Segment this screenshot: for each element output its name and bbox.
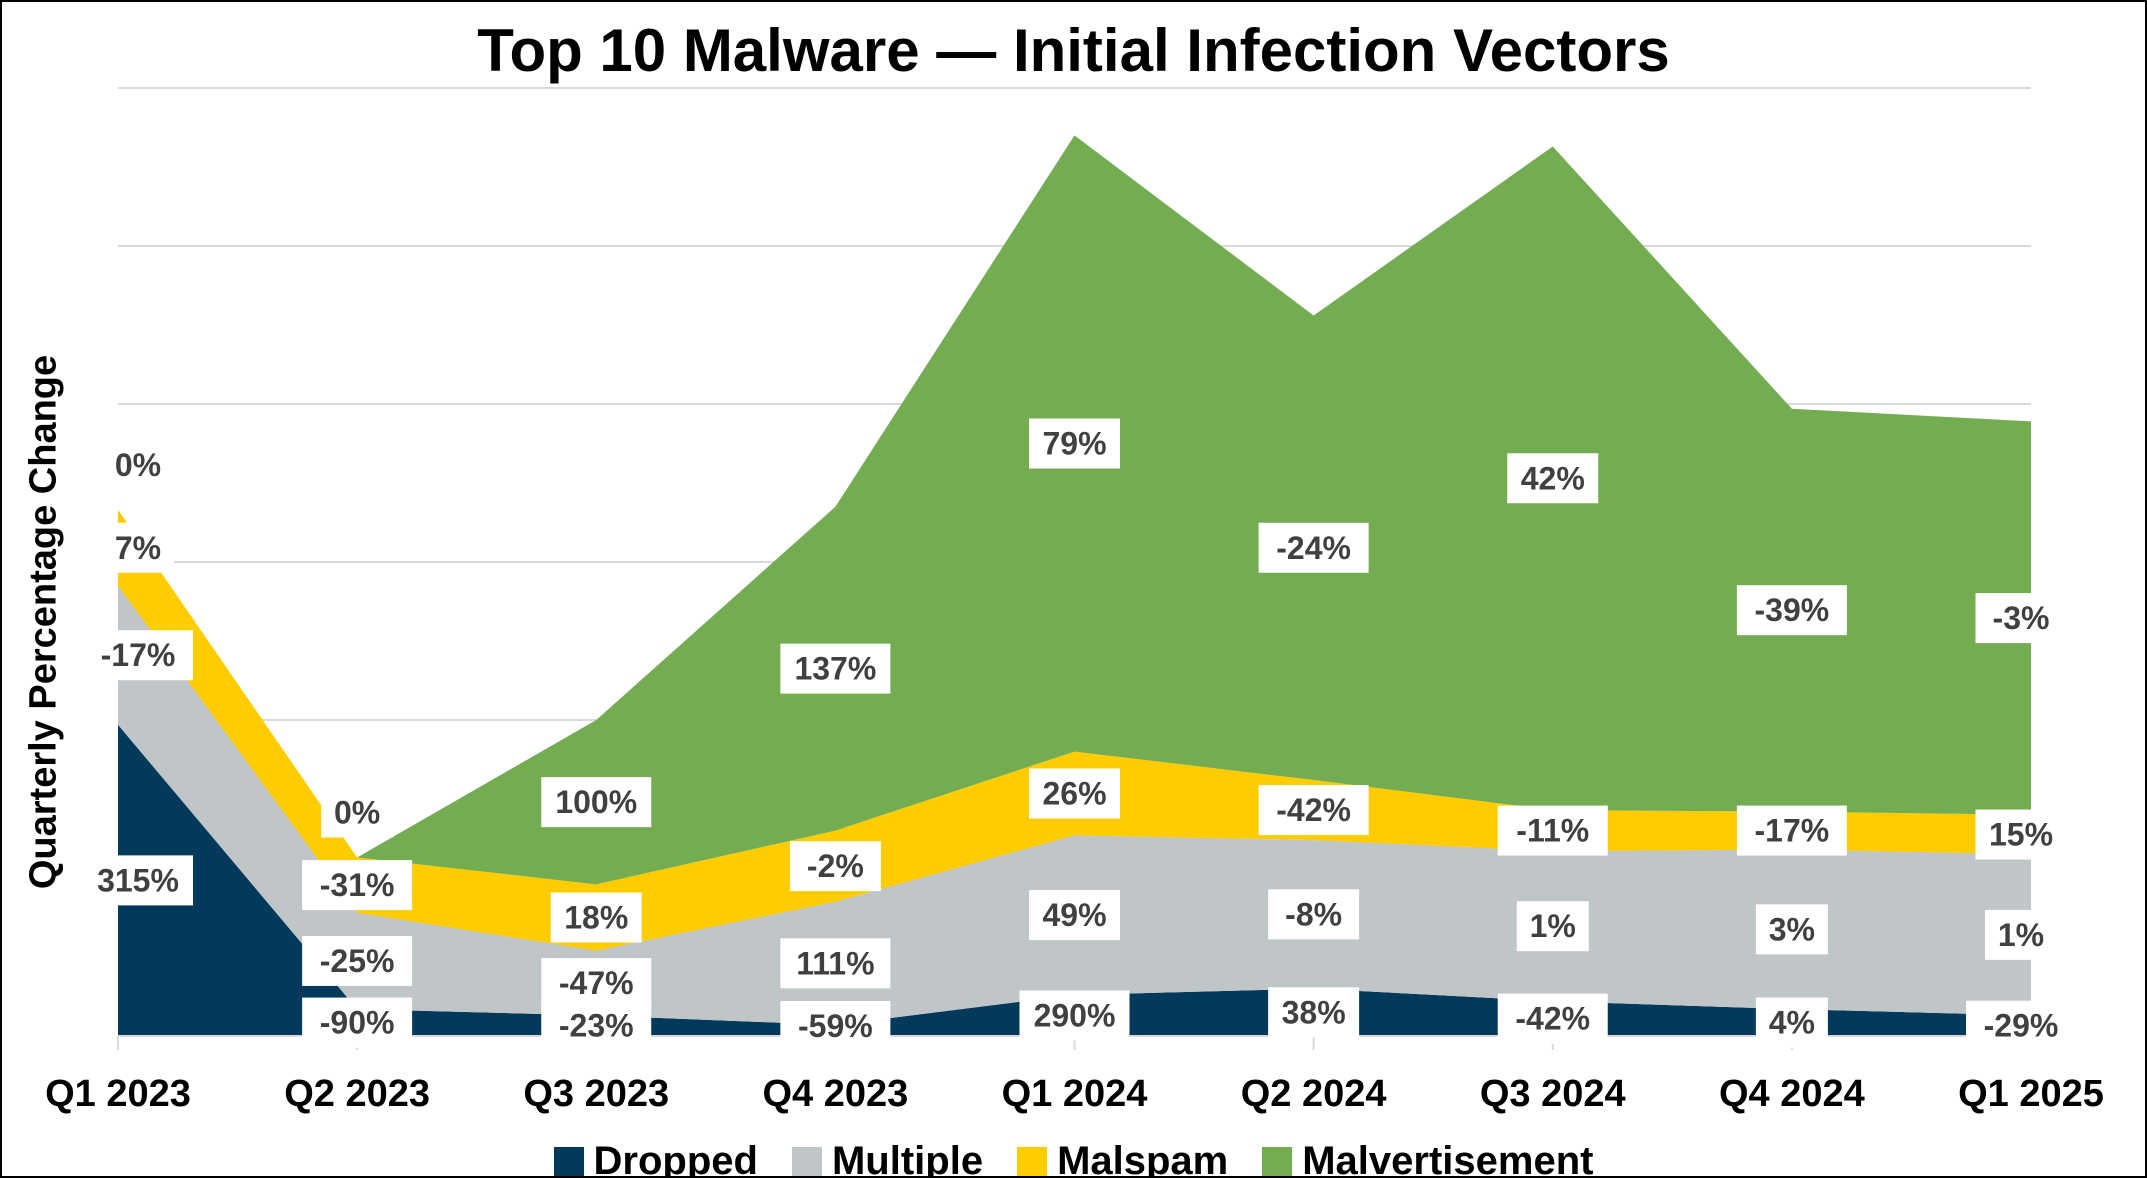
data-label-box: [102, 439, 174, 490]
data-label-malspam: 15%: [1989, 817, 2053, 853]
data-label-box: [1019, 990, 1130, 1041]
data-label-multiple: -47%: [559, 965, 634, 1001]
data-label-malspam: -31%: [320, 867, 395, 903]
data-label-multiple: 3%: [1769, 911, 1815, 947]
x-tick-label: Q1 2025: [1958, 1073, 2104, 1115]
data-label-dropped: -59%: [798, 1008, 873, 1044]
data-label-dropped: -23%: [559, 1008, 634, 1044]
data-label-box: [1736, 585, 1847, 636]
data-label-box: [1975, 809, 2067, 860]
data-label-box: [302, 997, 413, 1048]
data-label-dropped: -42%: [1515, 1001, 1590, 1037]
data-label-multiple: 1%: [1530, 908, 1576, 944]
data-label-multiple: -25%: [320, 943, 395, 979]
data-label-multiple: -8%: [1285, 896, 1342, 932]
data-label-malspam: -2%: [807, 848, 864, 884]
data-label-box: [541, 1000, 652, 1051]
data-label-box: [789, 841, 881, 892]
data-label-dropped: 290%: [1034, 997, 1116, 1033]
data-label-dropped: 38%: [1282, 994, 1346, 1030]
legend-swatch: [1017, 1146, 1048, 1176]
data-label-malvertisement: 0%: [334, 794, 380, 830]
data-label-malvertisement: 100%: [555, 784, 637, 820]
data-label-malvertisement: -39%: [1755, 592, 1830, 628]
legend-item-multiple: Multiple: [791, 1139, 984, 1178]
data-label-malvertisement: 42%: [1521, 460, 1585, 496]
legend: Dropped Multiple Malspam Malvertisement: [2, 1139, 2145, 1178]
data-label-box: [302, 860, 413, 911]
x-tick-label: Q4 2023: [762, 1073, 908, 1115]
data-label-box: [1507, 453, 1599, 504]
legend-label: Malvertisement: [1302, 1139, 1594, 1178]
legend-item-malvertisement: Malvertisement: [1262, 1139, 1594, 1178]
data-label-box: [780, 1001, 891, 1051]
legend-swatch: [553, 1146, 584, 1176]
data-label-malvertisement: 0%: [115, 447, 161, 483]
x-tick-label: Q1 2024: [1002, 1073, 1148, 1115]
legend-item-dropped: Dropped: [553, 1139, 758, 1178]
data-label-multiple: -17%: [101, 637, 176, 673]
data-label-box: [541, 777, 652, 828]
area-malvertisement: [118, 135, 2031, 885]
data-label-malspam: 26%: [1042, 775, 1106, 811]
legend-swatch: [1262, 1146, 1293, 1176]
legend-label: Malspam: [1057, 1139, 1229, 1178]
data-label-malspam: 7%: [115, 530, 161, 566]
data-label-box: [780, 938, 891, 989]
data-label-malspam: -42%: [1276, 792, 1351, 828]
data-label-box: [1029, 418, 1120, 469]
x-tick-label: Q3 2023: [523, 1073, 669, 1115]
data-label-box: [302, 935, 413, 986]
legend-label: Dropped: [593, 1139, 758, 1178]
data-label-malspam: 18%: [564, 900, 628, 936]
data-label-box: [1029, 768, 1120, 819]
data-label-box: [321, 787, 394, 838]
data-label-box: [1268, 987, 1360, 1038]
data-label-box: [1258, 785, 1369, 836]
data-label-malvertisement: -3%: [1993, 600, 2050, 636]
data-label-malvertisement: -24%: [1276, 530, 1351, 566]
data-label-box: [1268, 889, 1360, 940]
data-label-box: [1516, 901, 1589, 952]
data-label-malvertisement: 137%: [794, 651, 876, 687]
data-label-box: [1029, 890, 1120, 941]
legend-label: Multiple: [831, 1139, 984, 1178]
data-label-box: [1975, 593, 2067, 644]
data-label-malspam: -17%: [1755, 813, 1830, 849]
legend-item-malspam: Malspam: [1017, 1139, 1229, 1178]
x-tick-label: Q1 2023: [45, 1073, 191, 1115]
data-label-box: [1736, 805, 1847, 856]
x-tick-label: Q4 2024: [1719, 1073, 1865, 1115]
data-label-box: [1258, 522, 1369, 573]
x-tick-label: Q2 2024: [1241, 1073, 1387, 1115]
data-label-malspam: -11%: [1516, 813, 1589, 849]
data-label-box: [1755, 997, 1828, 1048]
data-label-box: [1966, 1000, 2076, 1051]
legend-swatch: [791, 1146, 822, 1176]
data-label-box: [1755, 904, 1828, 955]
chart-title: Top 10 Malware — Initial Infection Vecto…: [477, 17, 1670, 84]
data-label-malvertisement: 79%: [1042, 426, 1106, 462]
data-label-box: [83, 855, 193, 906]
data-label-multiple: 111%: [796, 945, 874, 981]
x-tick-label: Q2 2023: [284, 1073, 430, 1115]
data-label-box: [1985, 909, 2057, 960]
data-label-box: [102, 522, 174, 573]
x-tick-label: Q3 2024: [1480, 1073, 1626, 1115]
data-label-dropped: 4%: [1769, 1005, 1815, 1041]
data-label-box: [1497, 805, 1608, 856]
data-label-dropped: -29%: [1984, 1008, 2059, 1044]
data-label-dropped: 315%: [97, 862, 179, 898]
data-label-box: [780, 643, 891, 694]
data-label-box: [83, 630, 193, 681]
data-label-multiple: 1%: [1998, 917, 2044, 953]
data-label-box: [1497, 993, 1608, 1044]
data-label-dropped: -90%: [320, 1005, 395, 1041]
data-label-box: [550, 892, 642, 943]
data-label-box: [541, 958, 652, 1009]
data-label-multiple: 49%: [1042, 897, 1106, 933]
